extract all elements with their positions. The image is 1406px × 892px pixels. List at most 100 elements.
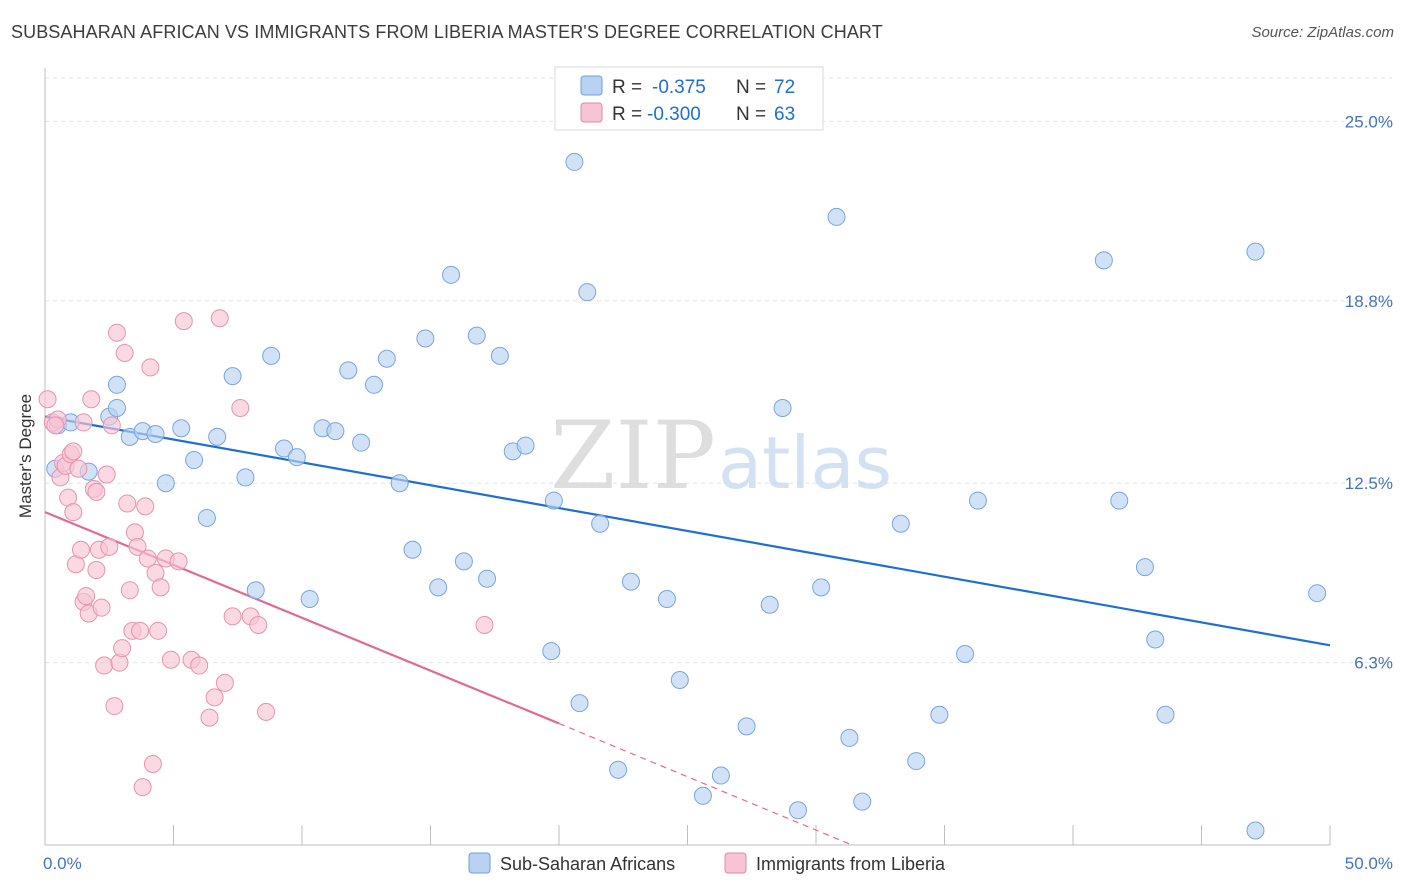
point-liberia-48: [190, 656, 209, 675]
point-subsaharan-44: [609, 760, 628, 779]
point-subsaharan-31: [442, 265, 461, 284]
watermark-zip: ZIP: [550, 402, 716, 511]
point-subsaharan-46: [657, 589, 676, 608]
stats-legend-n-label-2: N =: [736, 104, 766, 125]
point-subsaharan-32: [454, 552, 473, 571]
chart-title: SUBSAHARAN AFRICAN VS IMMIGRANTS FROM LI…: [11, 22, 883, 42]
point-subsaharan-13: [208, 427, 227, 446]
point-subsaharan-37: [516, 436, 535, 455]
point-liberia-11: [71, 540, 90, 559]
point-subsaharan-18: [275, 439, 294, 458]
point-liberia-20: [95, 656, 114, 675]
point-liberia-52: [215, 673, 234, 692]
point-liberia-51: [210, 309, 229, 328]
point-liberia-15: [82, 390, 101, 409]
point-liberia-57: [257, 702, 276, 721]
point-subsaharan-4: [107, 398, 126, 417]
point-liberia-38: [141, 358, 160, 377]
point-subsaharan-38: [542, 642, 561, 661]
axes: [44, 68, 1331, 846]
watermark: ZIP atlas: [550, 402, 892, 511]
point-liberia-56: [249, 616, 268, 635]
legend-swatch-subsaharan: [468, 852, 491, 874]
point-subsaharan-26: [377, 349, 396, 368]
point-subsaharan-5: [107, 375, 126, 394]
point-liberia-29: [118, 494, 137, 513]
point-subsaharan-57: [853, 792, 872, 811]
bottom-legend: Sub-Saharan Africans Immigrants from Lib…: [468, 852, 946, 874]
point-liberia-23: [102, 416, 121, 435]
point-subsaharan-62: [968, 491, 987, 510]
y-tick-label-3: 25.0%: [1345, 112, 1393, 131]
point-subsaharan-10: [156, 474, 175, 493]
point-liberia-24: [105, 697, 124, 716]
point-subsaharan-35: [490, 346, 509, 365]
point-subsaharan-27: [390, 474, 409, 493]
point-subsaharan-9: [172, 419, 191, 438]
legend-label-subsaharan: Sub-Saharan Africans: [500, 854, 675, 874]
point-subsaharan-70: [1308, 584, 1327, 603]
point-subsaharan-40: [565, 152, 584, 171]
stats-legend-swatch-blue: [580, 75, 603, 96]
point-subsaharan-56: [840, 728, 859, 747]
point-subsaharan-63: [1094, 251, 1113, 270]
stats-legend-n-label-1: N =: [736, 77, 766, 98]
point-liberia-59: [87, 561, 106, 580]
point-liberia-58: [74, 413, 93, 432]
trend-line-dashed-liberia: [558, 722, 853, 846]
point-subsaharan-24: [352, 433, 371, 452]
source-label: Source: ZipAtlas.com: [1251, 24, 1394, 41]
point-liberia-28: [115, 343, 134, 362]
stats-legend-n-value-1: 72: [774, 77, 795, 98]
x-tick-label-min: 0.0%: [43, 854, 82, 873]
stats-legend: R = -0.375 N = 72 R = -0.300 N = 63: [554, 66, 824, 131]
point-subsaharan-11: [185, 451, 204, 470]
stats-legend-r-label-2: R =: [612, 104, 642, 125]
point-subsaharan-53: [789, 801, 808, 820]
legend-swatch-liberia: [724, 852, 747, 874]
point-subsaharan-41: [570, 694, 589, 713]
point-subsaharan-33: [467, 326, 486, 345]
point-subsaharan-19: [287, 448, 306, 467]
legend-label-liberia: Immigrants from Liberia: [756, 854, 946, 874]
trend-line-subsaharan: [44, 415, 1331, 647]
point-liberia-30: [120, 581, 139, 600]
point-subsaharan-68: [1246, 242, 1265, 261]
point-liberia-35: [133, 778, 152, 797]
point-liberia-61: [64, 442, 83, 461]
point-liberia-46: [174, 312, 193, 331]
point-liberia-39: [143, 754, 162, 773]
point-subsaharan-15: [236, 468, 255, 487]
point-liberia-27: [113, 639, 132, 658]
point-subsaharan-8: [146, 425, 165, 444]
point-subsaharan-50: [737, 717, 756, 736]
point-subsaharan-52: [773, 398, 792, 417]
stats-legend-r-value-2: -0.300: [647, 104, 701, 125]
point-subsaharan-60: [930, 705, 949, 724]
y-tick-label-2: 18.8%: [1345, 292, 1393, 311]
y-axis-label: Master's Degree: [16, 394, 35, 518]
point-liberia-54: [231, 398, 250, 417]
stats-legend-n-value-2: 63: [774, 104, 795, 125]
point-subsaharan-29: [416, 329, 435, 348]
x-tick-label-max: 50.0%: [1345, 854, 1393, 873]
point-liberia-50: [205, 688, 224, 707]
point-liberia-25: [107, 323, 126, 342]
point-liberia-42: [151, 578, 170, 597]
point-subsaharan-61: [956, 644, 975, 663]
point-subsaharan-39: [544, 491, 563, 510]
stats-legend-swatch-pink: [580, 102, 603, 123]
point-liberia-0: [38, 390, 57, 409]
point-subsaharan-14: [223, 367, 242, 386]
point-liberia-36: [136, 497, 155, 516]
point-subsaharan-34: [478, 569, 497, 588]
y-tick-labels: 6.3% 12.5% 18.8% 25.0%: [1345, 112, 1393, 672]
point-liberia-10: [69, 459, 88, 478]
point-subsaharan-28: [403, 540, 422, 559]
y-tick-label-0: 6.3%: [1354, 654, 1393, 673]
stats-legend-r-value-1: -0.375: [652, 77, 706, 98]
point-liberia-62: [475, 616, 494, 635]
watermark-atlas: atlas: [718, 421, 892, 505]
point-liberia-33: [128, 537, 147, 556]
